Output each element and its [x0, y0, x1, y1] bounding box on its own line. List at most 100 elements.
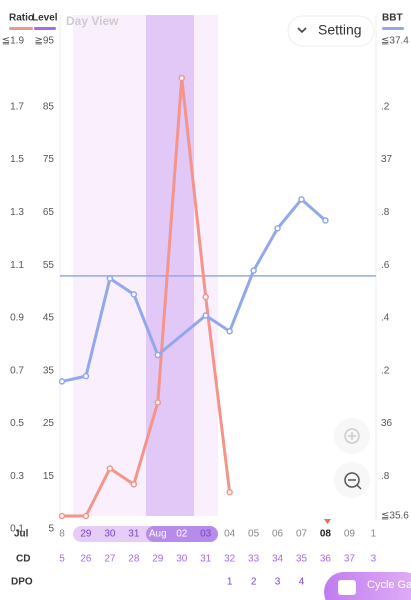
- ovulation-pill: [146, 526, 218, 542]
- ratio-tick-label: 1.1: [10, 260, 24, 271]
- series-point: [202, 312, 209, 319]
- cd-label: 35: [296, 554, 308, 565]
- bbt-tick-label: ≦37.4: [381, 36, 409, 47]
- level-tick-label: 25: [43, 418, 55, 429]
- date-label: 08: [320, 529, 332, 540]
- date-label: 30: [104, 529, 116, 540]
- date-label: 02: [176, 529, 188, 540]
- bbt-tick-label: .8: [381, 207, 390, 218]
- bbt-tick-label: .4: [381, 313, 390, 324]
- cd-label: 32: [224, 554, 236, 565]
- dpo-row-label: DPO: [11, 577, 33, 588]
- bbt-label: BBT: [382, 13, 403, 24]
- series-point: [106, 275, 114, 282]
- cd-label: 26: [80, 554, 92, 565]
- cd-label: 33: [248, 554, 260, 565]
- series-point: [226, 328, 233, 335]
- today-marker: [324, 519, 331, 524]
- dpo-label: 1: [227, 577, 233, 588]
- ratio-tick-label: 0.5: [10, 418, 24, 429]
- gallery-text: Cycle Gallery: [367, 579, 411, 591]
- month-label: Jul: [14, 529, 29, 540]
- series-point: [274, 225, 281, 232]
- cd-label: 36: [320, 554, 332, 565]
- series-point: [58, 512, 66, 520]
- ratio-tick-label: 0.7: [10, 365, 24, 376]
- level-tick-label: 75: [43, 154, 55, 165]
- date-label: 1: [371, 529, 377, 540]
- series-point: [82, 372, 90, 380]
- bbt-tick-label: 36: [381, 418, 393, 429]
- cd-label: 5: [59, 554, 65, 565]
- ratio-label: Ratio: [9, 13, 34, 24]
- ratio-tick-label: 0.1: [10, 524, 24, 535]
- bbt-key: [382, 27, 404, 30]
- series-point: [322, 217, 329, 224]
- ratio-tick-label: 1.7: [10, 101, 24, 112]
- date-label: 09: [344, 529, 356, 540]
- ratio-tick-label: ≦1.9: [2, 36, 25, 47]
- dpo-label: 4: [299, 577, 305, 588]
- cd-label: 28: [128, 554, 140, 565]
- cd-label: 30: [176, 554, 188, 565]
- dpo-label: 2: [251, 577, 257, 588]
- bbt-tick-label: ≦35.6: [381, 511, 409, 522]
- level-tick-label: 55: [43, 260, 55, 271]
- level-key: [34, 27, 56, 30]
- series-point: [154, 399, 162, 406]
- level-tick-label: 35: [43, 365, 55, 376]
- dpo-label: 3: [275, 577, 281, 588]
- ratio-tick-label: 1.3: [10, 207, 24, 218]
- date-label: 06: [272, 529, 284, 540]
- series-line: [62, 76, 232, 518]
- cd-label: 29: [152, 554, 164, 565]
- view-label: Day View: [66, 14, 119, 28]
- zoom-in[interactable]: [334, 418, 370, 454]
- ratio-key: [9, 27, 33, 30]
- date-label: 31: [128, 529, 140, 540]
- date-label: 07: [296, 529, 308, 540]
- series-point: [178, 74, 185, 82]
- ratio-tick-label: 0.9: [10, 313, 24, 324]
- cd-label: 31: [200, 554, 212, 565]
- series-point: [130, 481, 138, 488]
- date-label: 05: [248, 529, 260, 540]
- setting-text: Setting: [318, 22, 362, 38]
- date-label: Aug: [149, 529, 167, 540]
- ratio-tick-label: 1.5: [10, 154, 24, 165]
- series-point: [298, 196, 305, 203]
- level-tick-label: 15: [43, 471, 55, 482]
- cycle-gallery-button[interactable]: Cycle Gallery: [324, 572, 411, 600]
- level-tick-label: 65: [43, 207, 55, 218]
- date-label: 29: [80, 529, 92, 540]
- series-point: [130, 291, 138, 298]
- ovulation-band: [146, 15, 194, 516]
- cd-label: 27: [104, 554, 116, 565]
- bbt-tick-label: .6: [381, 260, 390, 271]
- ratio-tick-label: 0.3: [10, 471, 24, 482]
- level-tick-label: 85: [43, 101, 55, 112]
- series-point: [106, 465, 114, 472]
- level-label: Level: [32, 13, 58, 24]
- series-point: [58, 378, 66, 385]
- series-point: [202, 293, 209, 301]
- bbt-tick-label: 37: [381, 154, 393, 165]
- cd-label: 3: [371, 554, 377, 565]
- date-label: 03: [200, 529, 212, 540]
- level-tick-label: 5: [48, 524, 54, 535]
- setting-button[interactable]: Setting: [287, 15, 375, 47]
- series-point: [82, 512, 90, 520]
- bbt-tick-label: .2: [381, 101, 390, 112]
- cd-label: 34: [272, 554, 284, 565]
- level-tick-label: ≧95: [34, 36, 54, 47]
- date-label: 04: [224, 529, 236, 540]
- level-tick-label: 45: [43, 313, 55, 324]
- series-point: [154, 351, 162, 359]
- series-point: [226, 489, 233, 496]
- date-label: 8: [59, 529, 65, 540]
- series-point: [250, 267, 257, 274]
- zoom-out[interactable]: [334, 462, 370, 498]
- bbt-tick-label: .8: [381, 471, 390, 482]
- cd-row-label: CD: [16, 554, 30, 565]
